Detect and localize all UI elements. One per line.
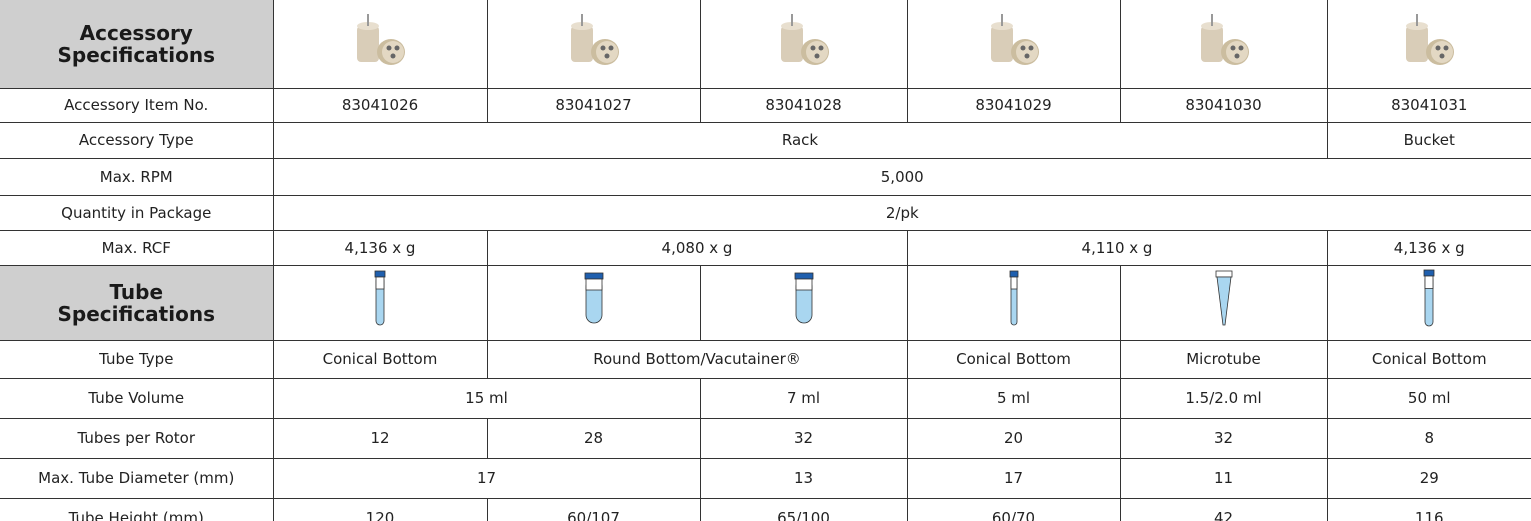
tube-image bbox=[1009, 270, 1018, 325]
spec-value: 28 bbox=[486, 417, 701, 459]
rack-image bbox=[1406, 13, 1455, 65]
spec-value: Bucket bbox=[1326, 121, 1531, 159]
row-label: Max. RPM bbox=[0, 157, 274, 196]
image-cell bbox=[272, 0, 488, 89]
spec-value: 120 bbox=[272, 497, 488, 521]
spec-value: 17 bbox=[272, 457, 701, 499]
spec-value: 60/70 bbox=[906, 497, 1121, 521]
spec-value: 83041029 bbox=[906, 87, 1121, 123]
row-label: Tube Volume bbox=[0, 377, 274, 419]
row-label: Tube Height (mm) bbox=[0, 497, 274, 521]
spec-value: Rack bbox=[272, 121, 1328, 159]
spec-row: Tube Type Conical Bottom Round Bottom/Vacu… bbox=[0, 339, 1531, 379]
spec-value: 20 bbox=[906, 417, 1121, 459]
tube-image bbox=[1423, 269, 1435, 326]
spec-value: 2/pk bbox=[272, 194, 1531, 231]
image-cell bbox=[1326, 0, 1531, 89]
row-label: Tube Type bbox=[0, 339, 274, 379]
section-title: Tube Specifications bbox=[0, 264, 274, 341]
spec-value: 116 bbox=[1326, 497, 1531, 521]
rack-image bbox=[357, 13, 405, 65]
spec-row: Max. RCF 4,136 x g 4,080 x g 4,110 x g 4,136… bbox=[0, 229, 1531, 266]
image-cell bbox=[1119, 0, 1328, 89]
section-title: Accessory Specifications bbox=[0, 0, 274, 89]
spec-value: 12 bbox=[272, 417, 488, 459]
spec-row: Tubes per Rotor 12 28 32 20 32 8 bbox=[0, 417, 1531, 459]
spec-row: Tube Height (mm) 120 60/107 65/100 60/70 42 11… bbox=[0, 497, 1531, 521]
spec-value: 4,136 x g bbox=[1326, 229, 1531, 266]
spec-row: Max. RPM 5,000 bbox=[0, 157, 1531, 196]
spec-value: 83041026 bbox=[272, 87, 488, 123]
spec-value: Conical Bottom bbox=[272, 339, 488, 379]
spec-value: 4,110 x g bbox=[906, 229, 1328, 266]
rack-image bbox=[570, 13, 619, 65]
row-label: Tubes per Rotor bbox=[0, 417, 274, 459]
spec-value: 5 ml bbox=[906, 377, 1121, 419]
image-cell bbox=[699, 0, 908, 89]
spec-value: Microtube bbox=[1119, 339, 1328, 379]
image-cell bbox=[272, 264, 488, 341]
row-label: Max. RCF bbox=[0, 229, 274, 266]
spec-value: 4,136 x g bbox=[272, 229, 488, 266]
spec-value: 65/100 bbox=[699, 497, 908, 521]
spec-value: Conical Bottom bbox=[906, 339, 1121, 379]
spec-value: 83041030 bbox=[1119, 87, 1328, 123]
image-cell bbox=[906, 264, 1121, 341]
spec-row: Accessory Type Rack Bucket bbox=[0, 121, 1531, 159]
section-header-row: Accessory Specifications bbox=[0, 0, 1531, 89]
spec-value: Conical Bottom bbox=[1326, 339, 1531, 379]
spec-value: 83041027 bbox=[486, 87, 701, 123]
spec-row: Accessory Item No. 83041026 83041027 830410… bbox=[0, 87, 1531, 123]
row-label: Accessory Item No. bbox=[0, 87, 274, 123]
spec-value: 50 ml bbox=[1326, 377, 1531, 419]
spec-row: Tube Volume 15 ml 7 ml 5 ml 1.5/2.0 ml 50 ml bbox=[0, 377, 1531, 419]
spec-value: 5,000 bbox=[272, 157, 1531, 196]
spec-value: 42 bbox=[1119, 497, 1328, 521]
spec-value: 4,080 x g bbox=[486, 229, 908, 266]
tube-image bbox=[1215, 270, 1232, 325]
spec-value: 11 bbox=[1119, 457, 1328, 499]
spec-value: 83041031 bbox=[1326, 87, 1531, 123]
spec-value: Round Bottom/Vacutainer® bbox=[486, 339, 908, 379]
image-cell bbox=[486, 0, 701, 89]
spec-value: 60/107 bbox=[486, 497, 701, 521]
image-cell bbox=[1326, 264, 1531, 341]
tube-image bbox=[374, 270, 386, 325]
tube-image bbox=[794, 272, 813, 323]
image-cell bbox=[1119, 264, 1328, 341]
rack-image bbox=[780, 13, 829, 65]
spec-value: 32 bbox=[699, 417, 908, 459]
spec-value: 1.5/2.0 ml bbox=[1119, 377, 1328, 419]
spec-value: 17 bbox=[906, 457, 1121, 499]
spec-value: 13 bbox=[699, 457, 908, 499]
spec-value: 32 bbox=[1119, 417, 1328, 459]
spec-value: 7 ml bbox=[699, 377, 908, 419]
spec-value: 83041028 bbox=[699, 87, 908, 123]
spec-value: 29 bbox=[1326, 457, 1531, 499]
image-cell bbox=[699, 264, 908, 341]
section-header-row: Tube Specifications bbox=[0, 264, 1531, 341]
image-cell bbox=[906, 0, 1121, 89]
tube-image bbox=[584, 272, 603, 323]
image-cell bbox=[486, 264, 701, 341]
row-label: Max. Tube Diameter (mm) bbox=[0, 457, 274, 499]
rack-image bbox=[1200, 13, 1249, 65]
spec-row: Quantity in Package 2/pk bbox=[0, 194, 1531, 231]
row-label: Quantity in Package bbox=[0, 194, 274, 231]
spec-value: 8 bbox=[1326, 417, 1531, 459]
spec-value: 15 ml bbox=[272, 377, 701, 419]
rack-image bbox=[990, 13, 1039, 65]
row-label: Accessory Type bbox=[0, 121, 274, 159]
spec-row: Max. Tube Diameter (mm) 17 13 17 11 29 bbox=[0, 457, 1531, 499]
